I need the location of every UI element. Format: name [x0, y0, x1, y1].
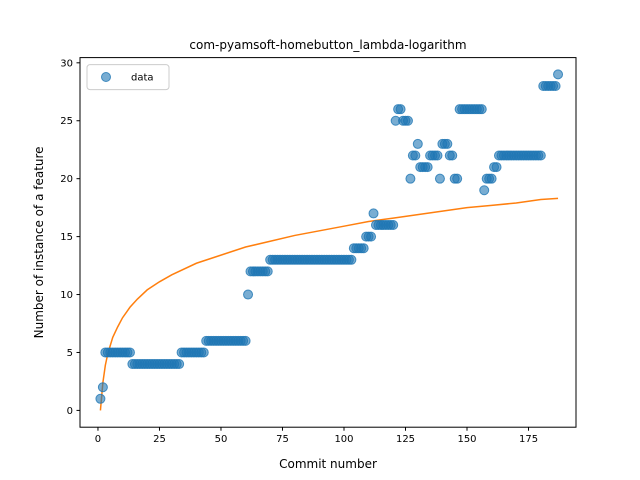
data-point — [198, 347, 209, 358]
data-point — [368, 208, 379, 219]
data-point — [410, 150, 421, 161]
y-tick-label: 15 — [60, 232, 73, 243]
x-tick-label: 125 — [396, 434, 415, 445]
data-point — [388, 220, 399, 231]
legend-label: data — [131, 73, 154, 84]
y-tick-label: 0 — [67, 406, 73, 417]
x-axis: 0 25 50 75 100 125 150 175 — [95, 427, 538, 445]
y-tick-label: 30 — [60, 58, 73, 69]
x-tick-label: 75 — [276, 434, 289, 445]
data-point — [452, 173, 463, 184]
x-tick-label: 150 — [457, 434, 476, 445]
data-point — [442, 138, 453, 149]
scatter-layer — [95, 69, 564, 404]
data-point — [535, 150, 546, 161]
data-point — [491, 162, 502, 173]
data-point — [402, 115, 413, 126]
fit-line — [99, 197, 559, 411]
fit-line-layer — [99, 197, 559, 411]
data-point — [243, 289, 254, 300]
x-axis-label: Commit number — [279, 457, 377, 471]
data-point — [412, 138, 423, 149]
plot-area — [79, 57, 577, 428]
legend-box — [86, 64, 170, 91]
x-tick-label: 25 — [153, 434, 166, 445]
data-point — [240, 335, 251, 346]
legend: data — [86, 64, 170, 91]
y-axis: 0 5 10 15 20 25 30 — [60, 58, 80, 417]
data-point — [432, 150, 443, 161]
data-point — [476, 104, 487, 115]
y-tick-label: 10 — [60, 290, 73, 301]
data-point — [553, 69, 564, 80]
data-point — [366, 231, 377, 242]
data-point — [395, 104, 406, 115]
data-point — [124, 347, 135, 358]
data-point — [174, 359, 185, 370]
y-tick-label: 25 — [60, 116, 73, 127]
y-tick-label: 20 — [60, 174, 73, 185]
x-tick-label: 50 — [215, 434, 228, 445]
data-point — [405, 173, 416, 184]
chart-title: com-pyamsoft-homebutton_lambda-logarithm — [189, 38, 466, 52]
data-point — [95, 393, 106, 404]
x-tick-label: 0 — [95, 434, 101, 445]
data-point — [262, 266, 273, 277]
data-point — [346, 254, 357, 265]
x-tick-label: 100 — [334, 434, 353, 445]
data-point — [434, 173, 445, 184]
y-tick-label: 5 — [67, 348, 73, 359]
data-point — [447, 150, 458, 161]
x-tick-label: 175 — [519, 434, 538, 445]
data-point — [97, 382, 108, 393]
data-point — [486, 173, 497, 184]
data-point — [358, 243, 369, 254]
data-point — [479, 185, 490, 196]
data-point — [550, 80, 561, 91]
y-axis-label: Number of instance of a feature — [32, 146, 46, 338]
legend-marker — [101, 72, 111, 82]
axes-frame — [79, 57, 577, 428]
data-point — [422, 162, 433, 173]
